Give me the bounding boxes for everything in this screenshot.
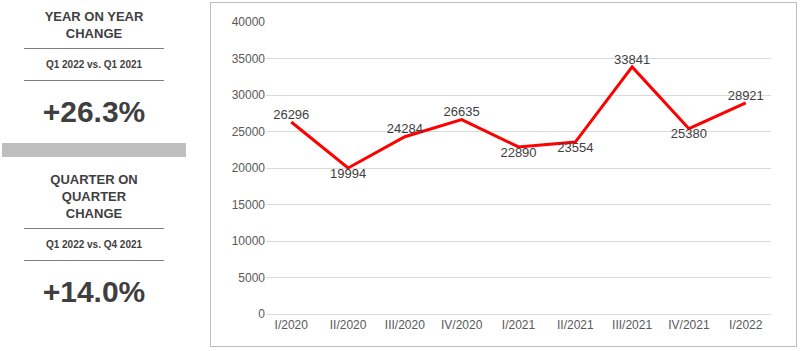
svg-text:II/2021: II/2021 xyxy=(557,318,594,332)
svg-text:24284: 24284 xyxy=(387,121,423,136)
svg-text:I/2021: I/2021 xyxy=(502,318,536,332)
html-text:+26.3%: +26.3% xyxy=(42,95,146,128)
svg-text:20000: 20000 xyxy=(232,161,266,175)
svg-text:IV/2020: IV/2020 xyxy=(441,318,483,332)
html-text:Q1 2022 vs. Q1 2021: Q1 2022 vs. Q1 2021 xyxy=(45,59,143,70)
svg-text:23554: 23554 xyxy=(557,140,593,155)
svg-text:II/2020: II/2020 xyxy=(330,318,367,332)
svg-text:33841: 33841 xyxy=(614,52,650,67)
svg-text:26635: 26635 xyxy=(444,104,480,119)
svg-text:15000: 15000 xyxy=(232,198,266,212)
html-text:QUARTER ON QUARTER CHANGE: QUARTER ON QUARTER CHANGE xyxy=(50,172,138,221)
svg-text:I/2020: I/2020 xyxy=(275,318,309,332)
svg-text:IV/2021: IV/2021 xyxy=(668,318,710,332)
svg-text:5000: 5000 xyxy=(238,271,265,285)
svg-text:25380: 25380 xyxy=(671,126,707,141)
svg-text:26296: 26296 xyxy=(273,107,309,122)
svg-text:30000: 30000 xyxy=(232,88,266,102)
svg-text:40000: 40000 xyxy=(232,15,266,29)
svg-text:0: 0 xyxy=(258,307,265,321)
svg-text:28921: 28921 xyxy=(728,88,764,103)
html-text:Q1 2022 vs. Q4 2021: Q1 2022 vs. Q4 2021 xyxy=(45,239,143,250)
svg-text:22890: 22890 xyxy=(500,145,536,160)
svg-text:35000: 35000 xyxy=(232,52,266,66)
html-text:+14.0%: +14.0% xyxy=(42,275,146,308)
svg-text:I/2022: I/2022 xyxy=(729,318,763,332)
svg-text:25000: 25000 xyxy=(232,125,266,139)
svg-text:III/2020: III/2020 xyxy=(385,318,425,332)
svg-text:10000: 10000 xyxy=(232,234,266,248)
html-text:YEAR ON YEAR CHANGE: YEAR ON YEAR CHANGE xyxy=(44,9,144,41)
svg-text:19994: 19994 xyxy=(330,166,366,181)
svg-text:III/2021: III/2021 xyxy=(612,318,652,332)
